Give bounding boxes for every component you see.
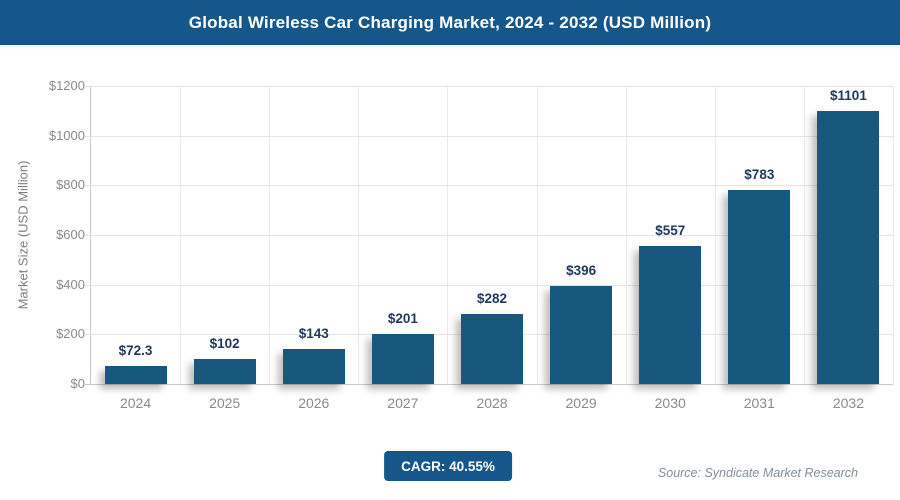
gridline-vertical xyxy=(269,86,271,384)
y-tick-label: $1200 xyxy=(48,78,85,93)
bar xyxy=(728,189,791,384)
y-tick-label: $400 xyxy=(56,276,85,292)
y-tick-label: $1000 xyxy=(48,127,85,143)
bar xyxy=(639,245,702,384)
x-tick-label: 2025 xyxy=(209,395,241,411)
gridline-vertical xyxy=(803,86,805,384)
x-tick-label: 2029 xyxy=(565,395,597,411)
gridline-vertical xyxy=(536,86,538,384)
gridline-vertical xyxy=(625,86,627,384)
chart-title: Global Wireless Car Charging Market, 202… xyxy=(188,12,712,32)
chart-title-bar: Global Wireless Car Charging Market, 202… xyxy=(0,0,900,45)
bar-value-label: $783 xyxy=(744,166,775,182)
gridline-horizontal xyxy=(85,135,893,137)
cagr-badge: CAGR: 40.55% xyxy=(384,451,512,481)
bar-value-label: $282 xyxy=(476,290,508,306)
bar-value-label: $201 xyxy=(387,311,418,327)
bar-value-label: $1101 xyxy=(830,87,867,103)
gridline-horizontal xyxy=(85,384,91,385)
gridline-vertical xyxy=(447,86,449,384)
x-tick-label: 2030 xyxy=(654,395,686,411)
gridline-vertical xyxy=(358,86,360,384)
y-tick-label: $0 xyxy=(70,376,85,391)
bar-value-label: $102 xyxy=(209,335,240,351)
x-tick-label: 2032 xyxy=(832,395,864,411)
x-tick-label: 2026 xyxy=(298,395,330,411)
bar xyxy=(461,313,523,384)
bar xyxy=(282,348,345,384)
gridline-horizontal xyxy=(85,235,893,236)
bar xyxy=(550,285,613,384)
bar xyxy=(193,358,256,384)
x-tick-label: 2028 xyxy=(476,395,508,411)
bar-value-label: $396 xyxy=(566,262,597,278)
y-tick-label: $800 xyxy=(56,177,85,193)
gridline-vertical xyxy=(893,86,894,384)
y-tick-label: $200 xyxy=(56,326,85,342)
bar xyxy=(104,366,167,384)
bar xyxy=(817,110,880,384)
bar-value-label: $72.3 xyxy=(118,343,153,359)
x-tick-label: 2031 xyxy=(743,395,775,411)
y-tick-label: $600 xyxy=(56,227,85,242)
x-tick-label: 2024 xyxy=(119,395,152,411)
gridline-vertical xyxy=(180,86,182,384)
x-tick-label: 2027 xyxy=(387,395,419,411)
gridline-vertical xyxy=(714,86,716,384)
bar-value-label: $143 xyxy=(298,325,329,341)
plot-area: $0 $200 $400 $600 $800 $1000 $1200 $72.3 2024 $10… xyxy=(49,78,894,411)
gridline-horizontal xyxy=(85,86,893,87)
gridline-horizontal xyxy=(85,185,893,187)
gridline-horizontal xyxy=(85,284,893,286)
bar-value-label: $557 xyxy=(655,222,686,238)
bar xyxy=(371,334,434,384)
source-note: Source: Syndicate Market Research xyxy=(657,466,858,480)
